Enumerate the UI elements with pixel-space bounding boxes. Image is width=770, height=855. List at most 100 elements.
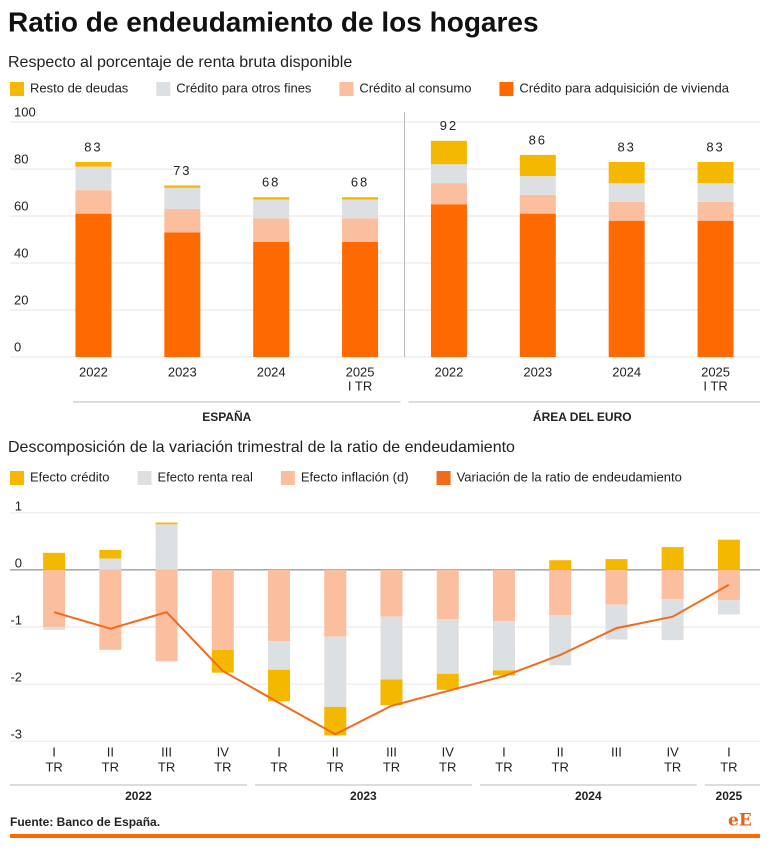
total-label: 68 — [262, 175, 280, 190]
bar-segment — [492, 621, 515, 671]
group-label: 2022 — [125, 789, 152, 803]
bar-segment — [661, 569, 684, 600]
legend-swatch — [156, 82, 171, 96]
x-tick-label: TR — [439, 759, 456, 774]
y-tick-label: 100 — [14, 104, 36, 119]
legend-label: Efecto inflación (d) — [301, 469, 409, 484]
x-tick-label: IV — [442, 744, 455, 759]
bar-segment — [430, 164, 467, 184]
x-tick-label: II — [332, 744, 339, 759]
bar-segment — [697, 161, 734, 184]
x-tick-label: IV — [217, 744, 230, 759]
bar-segment — [268, 669, 291, 702]
group-label: ESPAÑA — [202, 409, 251, 424]
bar-segment — [155, 569, 178, 662]
y-tick-label: 60 — [14, 198, 28, 213]
bar-segment — [164, 232, 201, 357]
y-tick-label: -1 — [10, 612, 22, 627]
bar-segment — [75, 190, 112, 214]
legend-label: Crédito para adquisición de vivienda — [519, 80, 729, 95]
legend-swatch — [10, 82, 24, 96]
bar-segment — [324, 706, 347, 736]
bar-segment — [43, 627, 66, 630]
bar-segment — [211, 569, 234, 650]
legend-swatch — [499, 82, 514, 96]
x-tick-label: IV — [667, 744, 680, 759]
legend-label: Resto de deudas — [30, 80, 129, 95]
legend-swatch — [137, 471, 152, 485]
x-tick-label: TR — [383, 759, 400, 774]
bar-segment — [324, 569, 347, 637]
total-label: 86 — [529, 132, 547, 147]
x-tick-label: I — [52, 744, 56, 759]
bar-segment — [549, 569, 572, 616]
x-tick-label: I — [727, 744, 731, 759]
bar-segment — [43, 569, 66, 627]
y-tick-label: 20 — [14, 292, 28, 307]
x-tick-label: TR — [270, 759, 287, 774]
line — [53, 583, 730, 736]
y-tick-label: 40 — [14, 245, 28, 260]
y-tick-label: 80 — [14, 151, 28, 166]
x-tick-label: TR — [495, 759, 512, 774]
bar-segment — [380, 569, 403, 617]
x-tick-label: 2023 — [523, 364, 552, 379]
bar-segment — [605, 559, 628, 570]
bar-segment — [430, 204, 467, 357]
group-label: ÁREA DEL EURO — [533, 409, 632, 424]
y-tick-label: 1 — [15, 498, 22, 513]
bar-segment — [605, 569, 628, 605]
total-label: 73 — [173, 163, 191, 178]
bar-segment — [430, 183, 467, 205]
bar-segment — [253, 197, 290, 200]
bar-segment — [661, 599, 684, 641]
bar-segment — [661, 547, 684, 570]
logo: eE — [728, 811, 752, 831]
bar-segment — [253, 218, 290, 242]
x-tick-label: III — [161, 744, 172, 759]
x-tick-label: I — [502, 744, 506, 759]
group-label: 2024 — [575, 789, 602, 803]
total-label: 92 — [440, 118, 458, 133]
x-tick-label: 2025 — [701, 364, 730, 379]
bar-segment — [342, 197, 379, 200]
bar-segment — [43, 552, 66, 570]
x-tick-label: TR — [664, 759, 681, 774]
bar-segment — [380, 616, 403, 680]
bar-segment — [380, 679, 403, 706]
x-tick-label: TR — [214, 759, 231, 774]
total-label: 83 — [84, 139, 102, 154]
x-tick-label: III — [386, 744, 397, 759]
bar-segment — [717, 539, 740, 570]
bar-segment — [268, 641, 291, 670]
bar-segment — [268, 569, 291, 642]
footer-bar — [10, 834, 760, 838]
bar-segment — [164, 187, 201, 209]
bar-segment — [164, 208, 201, 233]
bar-segment — [697, 220, 734, 357]
x-tick-label: I TR — [703, 378, 727, 393]
legend-label: Crédito al consumo — [359, 80, 471, 95]
bar-segment — [608, 201, 645, 221]
bar-segment — [608, 183, 645, 202]
bar-segment — [717, 600, 740, 615]
bar-segment — [253, 241, 290, 357]
bar-segment — [605, 604, 628, 640]
bar-segment — [75, 166, 112, 191]
x-tick-label: 2025 — [346, 364, 375, 379]
bar-segment — [99, 558, 122, 570]
bar-segment — [342, 199, 379, 219]
x-tick-label: TR — [552, 759, 569, 774]
bar-segment — [324, 636, 347, 707]
x-tick-label: TR — [327, 759, 344, 774]
bar-segment — [519, 176, 556, 195]
legend-label: Efecto crédito — [30, 469, 110, 484]
y-tick-label: 0 — [15, 555, 22, 570]
x-tick-label: 2024 — [612, 364, 641, 379]
legend-swatch — [280, 471, 295, 485]
page-title: Ratio de endeudamiento de los hogares — [8, 6, 539, 37]
source: Fuente: Banco de España. — [10, 815, 160, 829]
bar-segment — [75, 213, 112, 357]
chart-subtitle: Respecto al porcentaje de renta bruta di… — [8, 54, 352, 71]
group-label: 2023 — [350, 789, 377, 803]
